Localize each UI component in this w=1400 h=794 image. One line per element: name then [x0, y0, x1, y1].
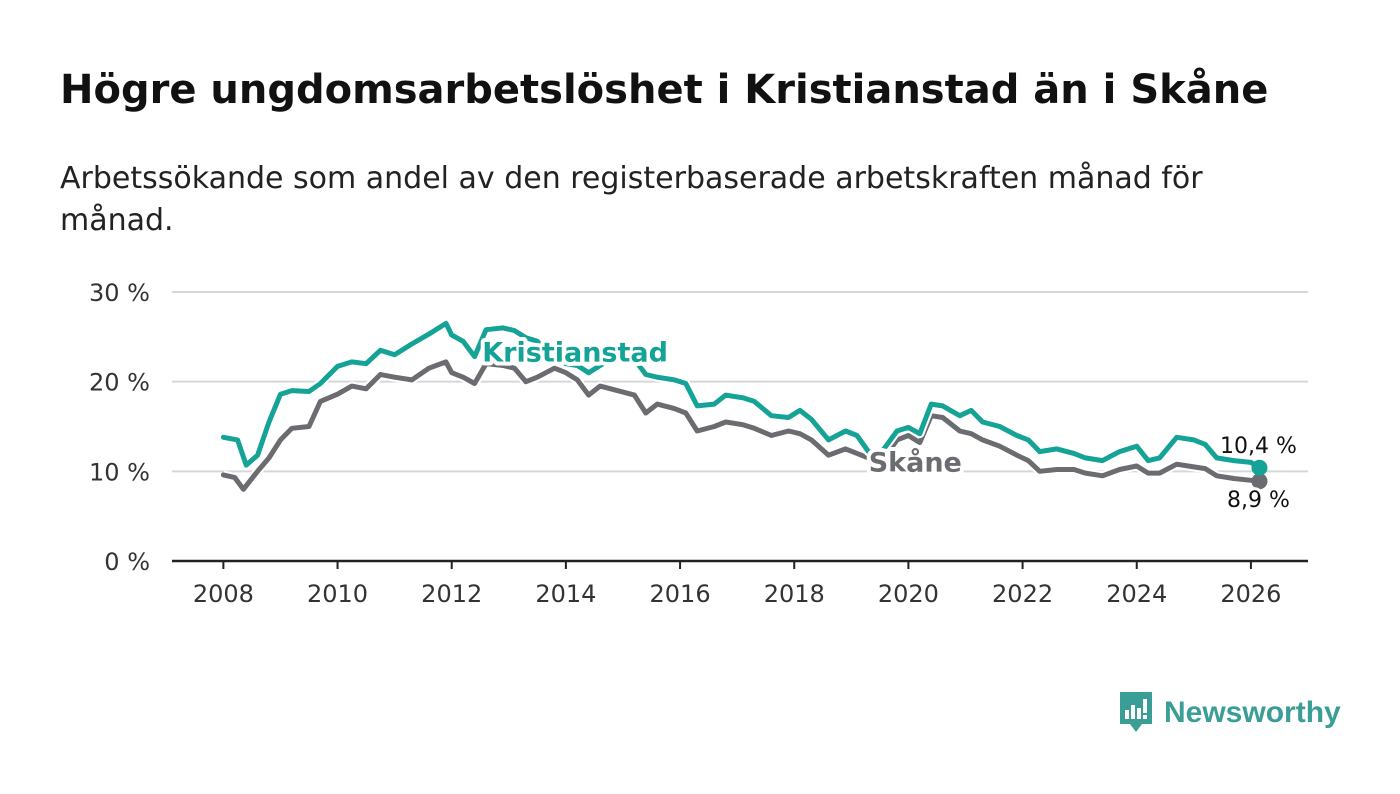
x-tick-label: 2008 — [193, 580, 254, 608]
series-label: Skåne — [869, 446, 962, 478]
series-line-kristianstad — [220, 320, 1262, 471]
x-tick-label: 2016 — [650, 580, 711, 608]
x-tick-label: 2012 — [421, 580, 482, 608]
series-endpoint — [1251, 459, 1268, 476]
series-group — [220, 318, 1268, 494]
end-value-label: 8,9 % — [1227, 488, 1290, 513]
x-tick-label: 2020 — [878, 580, 939, 608]
y-tick-label: 30 % — [89, 279, 150, 307]
y-tick-label: 20 % — [89, 369, 150, 397]
x-tick-label: 2024 — [1106, 580, 1167, 608]
y-tick-label: 0 % — [104, 548, 150, 576]
x-tick-label: 2026 — [1220, 580, 1281, 608]
chart-subtitle: Arbetssökande som andel av den registerb… — [60, 161, 1203, 238]
x-tick-label: 2018 — [764, 580, 825, 608]
series-labels: Kristianstad Skåne 10,4 % 8,9 % — [478, 333, 1300, 516]
series-endpoint — [1251, 473, 1268, 490]
logo-text: Newsworthy — [1164, 696, 1341, 729]
series-line-skåne — [220, 359, 1262, 492]
x-tick-label: 2022 — [992, 580, 1053, 608]
newsworthy-logo: Newsworthy — [1118, 690, 1341, 736]
x-tick-label: 2010 — [307, 580, 368, 608]
y-tick-label: 10 % — [89, 458, 150, 486]
series-label: Kristianstad — [482, 337, 668, 368]
end-value-label: 10,4 % — [1220, 434, 1297, 459]
newsworthy-logo-icon — [1120, 692, 1152, 732]
x-tick-label: 2014 — [535, 580, 596, 608]
x-axis: 2008 2010 2012 2014 2016 2018 2020 2022 2024 2026 — [172, 559, 1308, 608]
chart-title: Högre ungdomsarbetslöshet i Kristianstad… — [60, 67, 1269, 113]
y-axis-ticks: 0 % 10 % 20 % 30 % — [89, 279, 150, 576]
